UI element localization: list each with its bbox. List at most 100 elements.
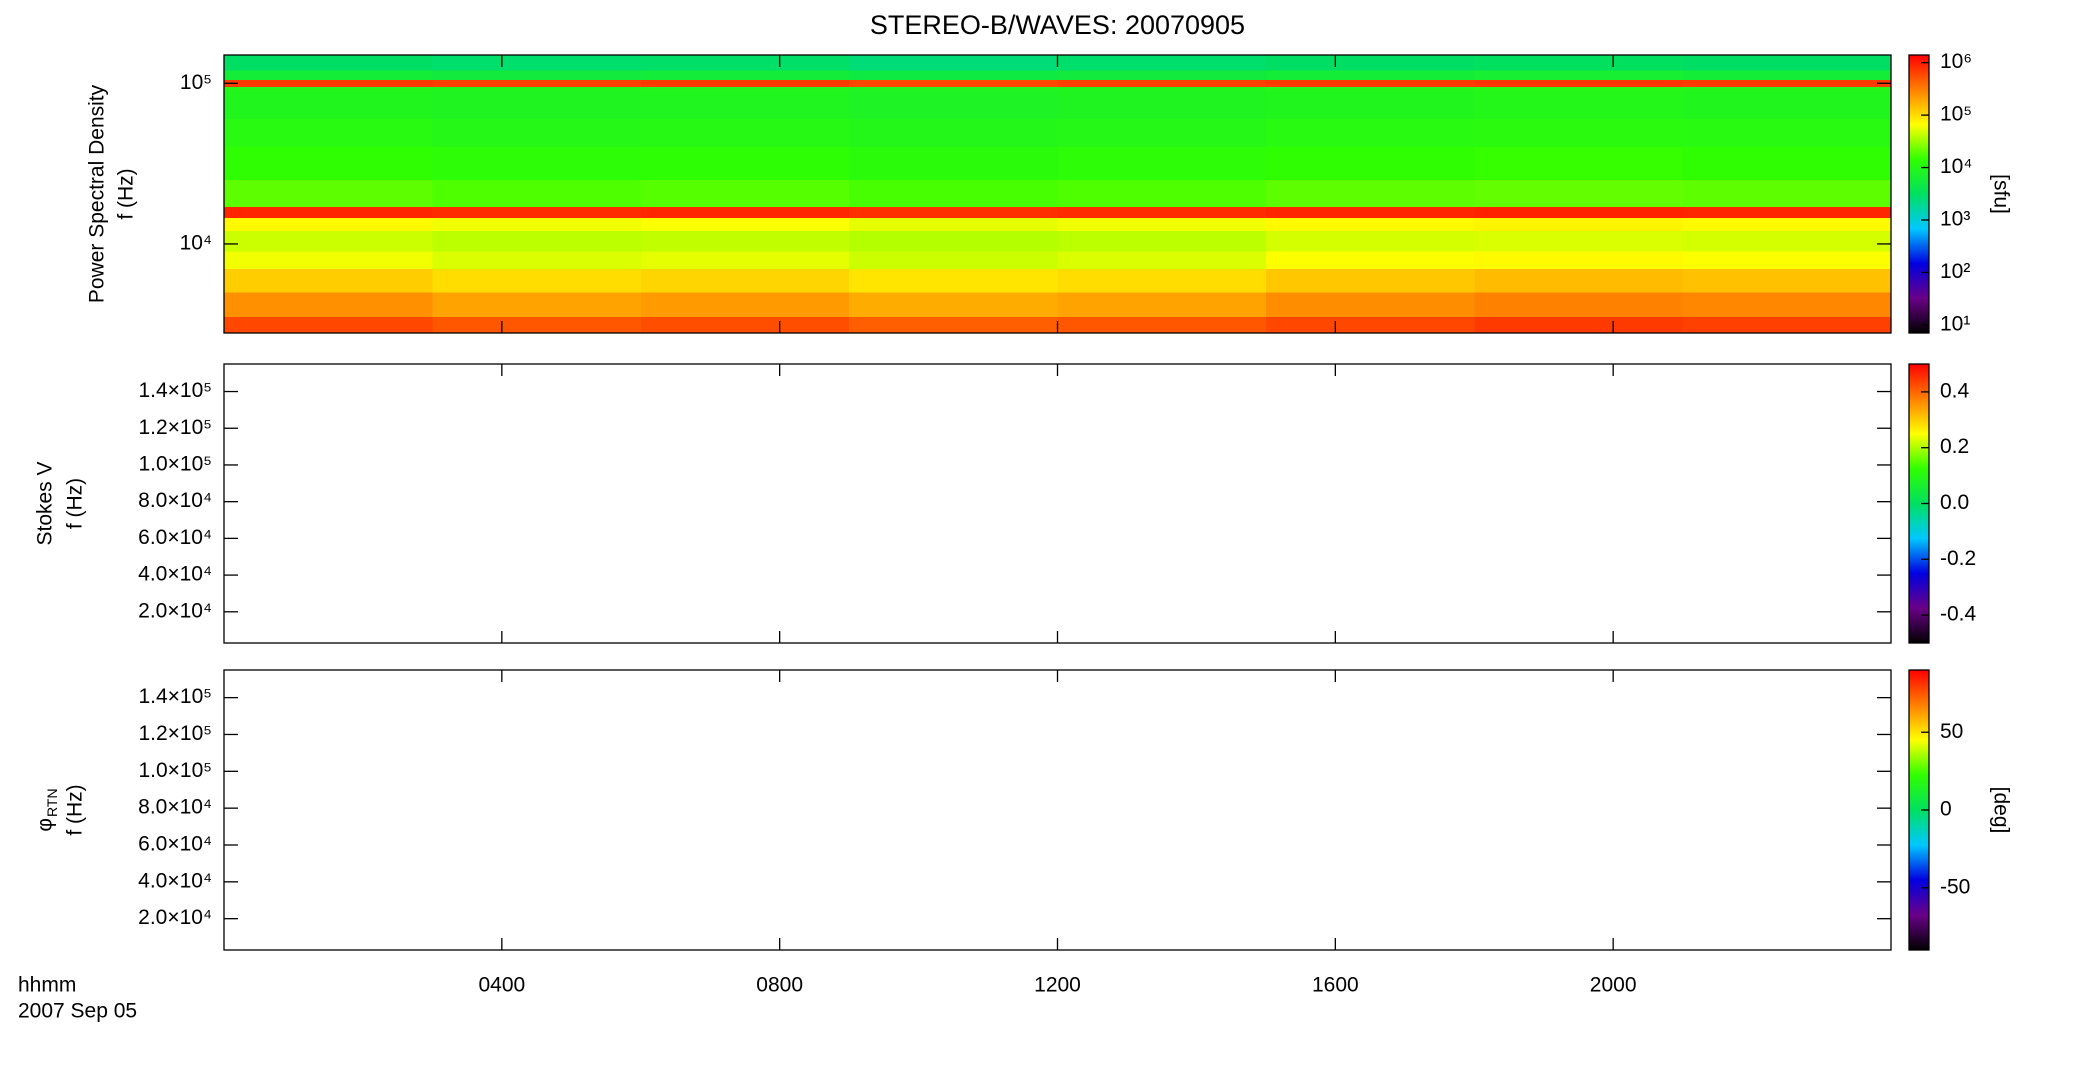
colorbar-tick-label: -50: [1940, 875, 1970, 898]
heatmap-cell: [640, 147, 850, 181]
colorbar-tick-label: -0.4: [1940, 603, 1977, 626]
heatmap-cell: [849, 86, 1058, 91]
colorbar-tick-label: 10⁴: [1940, 155, 1972, 178]
heatmap-cell: [1057, 118, 1266, 148]
colorbar-tick-label: 0.0: [1940, 491, 1969, 514]
heatmap-cell: [224, 90, 433, 119]
colorbar-tick-label: 10⁶: [1940, 50, 1972, 73]
y-axis-title: Stokes V: [34, 461, 57, 545]
y-tick-label: 1.0×10⁵: [138, 759, 212, 782]
heatmap-cell: [1057, 218, 1266, 232]
heatmap-cell: [1682, 268, 1891, 293]
heatmap-cell: [640, 55, 850, 71]
heatmap-cell: [849, 292, 1058, 318]
y-tick-label: 1.4×10⁵: [138, 685, 212, 708]
heatmap-cell: [432, 206, 641, 219]
panel: 2.0×10⁴ 4.0×10⁴ 6.0×10⁴ 8.0×10⁴ 1.0×10⁵ 1.2×1…: [18, 669, 2012, 1023]
heatmap-cell: [224, 231, 433, 252]
y-tick-label: 1.2×10⁵: [138, 722, 212, 745]
heatmap-cell: [1682, 86, 1891, 91]
plot-frame: [223, 669, 1892, 951]
heatmap-cell: [432, 180, 641, 207]
heatmap-cell: [1682, 55, 1891, 71]
colorbar-tick-label: 10²: [1940, 260, 1970, 283]
heatmap-cell: [1474, 292, 1683, 318]
plot-frame: [223, 363, 1892, 644]
heatmap-cell: [1265, 206, 1475, 219]
heatmap-cell: [849, 231, 1058, 252]
heatmap-cell: [640, 251, 850, 269]
heatmap-cell: [1057, 292, 1266, 318]
y-tick-label: 4.0×10⁴: [138, 869, 212, 892]
colorbar-label: [sfu]: [1989, 174, 2012, 214]
y-tick-label: 1.2×10⁵: [138, 416, 212, 439]
y-tick-label: 2.0×10⁴: [138, 906, 212, 929]
heatmap-cell: [849, 317, 1058, 333]
heatmap-cell: [1057, 90, 1266, 119]
heatmap-cell: [849, 147, 1058, 181]
heatmap-cell: [1265, 118, 1475, 148]
heatmap-cell: [1265, 180, 1475, 207]
heatmap-cell: [640, 268, 850, 293]
heatmap-cell: [432, 118, 641, 148]
heatmap-cell: [432, 268, 641, 293]
heatmap-cell: [849, 90, 1058, 119]
colorbar-label: [deg]: [1989, 787, 2012, 834]
heatmap-cell: [1265, 231, 1475, 252]
y-axis-title: f (Hz): [64, 478, 87, 529]
heatmap-cell: [224, 180, 433, 207]
heatmap-cell: [224, 251, 433, 269]
heatmap-cell: [224, 317, 433, 333]
heatmap-cell: [432, 218, 641, 232]
heatmap-cell: [224, 206, 433, 219]
heatmap-cell: [1682, 90, 1891, 119]
heatmap-cell: [1682, 206, 1891, 219]
colorbar: [1909, 364, 1929, 643]
heatmap-cell: [224, 268, 433, 293]
heatmap-cell: [432, 86, 641, 91]
y-tick-label: 6.0×10⁴: [138, 526, 212, 549]
x-tick-label: 1200: [1034, 974, 1081, 997]
heatmap-cell: [1682, 292, 1891, 318]
heatmap-cell: [224, 70, 433, 80]
colorbar: [1909, 55, 1929, 333]
heatmap-cell: [432, 317, 641, 333]
colorbar: [1909, 670, 1929, 950]
heatmap-cell: [1682, 118, 1891, 148]
heatmap-cell: [224, 218, 433, 232]
y-axis-title-sub: RTN: [44, 788, 60, 817]
heatmap-cell: [1474, 90, 1683, 119]
heatmap-cell: [1682, 147, 1891, 181]
heatmap-cell: [1265, 86, 1475, 91]
chart-title: STEREO-B/WAVES: 20070905: [870, 10, 1245, 40]
panel: 2.0×10⁴ 4.0×10⁴ 6.0×10⁴ 8.0×10⁴ 1.0×10⁵ 1.2×1…: [34, 363, 1977, 644]
x-axis-label: hhmm: [18, 974, 76, 997]
x-tick-label: 0800: [756, 974, 803, 997]
heatmap-cell: [849, 206, 1058, 219]
heatmap-cell: [849, 268, 1058, 293]
colorbar-tick-label: 10¹: [1940, 312, 1970, 335]
heatmap-cell: [1682, 218, 1891, 232]
heatmap-cell: [1682, 70, 1891, 80]
heatmap-cell: [1265, 218, 1475, 232]
heatmap-cell: [1265, 147, 1475, 181]
heatmap-cell: [640, 86, 850, 91]
heatmap-cell: [849, 218, 1058, 232]
heatmap-cell: [1682, 231, 1891, 252]
heatmap-cell: [1057, 231, 1266, 252]
heatmap-cell: [1057, 147, 1266, 181]
heatmap-cell: [1057, 317, 1266, 333]
heatmap-cell: [432, 147, 641, 181]
heatmap-cell: [640, 118, 850, 148]
colorbar-tick-label: 0.4: [1940, 379, 1970, 402]
heatmap-cell: [1265, 79, 1475, 87]
heatmap-cell: [1057, 86, 1266, 91]
y-tick-label: 1.0×10⁵: [138, 453, 212, 476]
y-axis-title: Power Spectral Density: [86, 84, 109, 303]
heatmap-cell: [224, 79, 433, 87]
panel: 10⁴ 10⁵ 10¹ 10² 10³ 10⁴ 10⁵ 10⁶ [sfu] Power Spect…: [86, 10, 2013, 335]
date-label: 2007 Sep 05: [18, 1000, 137, 1023]
y-tick-label: 2.0×10⁴: [138, 599, 212, 622]
heatmap-cell: [640, 317, 850, 333]
